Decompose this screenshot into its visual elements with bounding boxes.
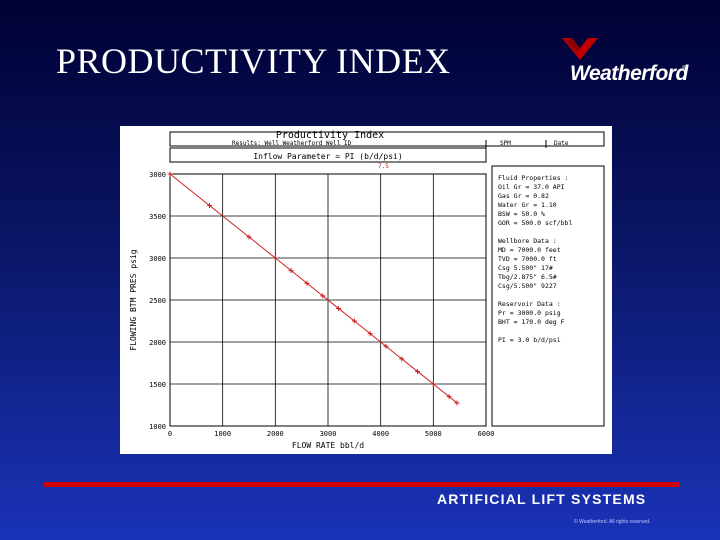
- info-line: Oil Gr = 37.0 API: [498, 183, 565, 191]
- info-line: PI = 3.0 b/d/psi: [498, 336, 561, 344]
- y-axis-label: FLOWING BTM PRES psig: [129, 249, 138, 350]
- info-line: Pr = 3000.0 psig: [498, 309, 561, 317]
- x-tick-label: 3000: [320, 430, 337, 438]
- data-point: [367, 331, 373, 337]
- y-tick-label: 1500: [149, 381, 166, 389]
- x-tick-label: 1000: [214, 430, 231, 438]
- y-tick-label: 1000: [149, 423, 166, 431]
- header-right: Date: [554, 140, 569, 147]
- x-tick-label: 2000: [267, 430, 284, 438]
- info-line: TVD = 7000.0 ft: [498, 255, 557, 263]
- data-point: [430, 381, 436, 387]
- series-label: 7.5: [378, 163, 389, 170]
- x-tick-labels: 0 1000 2000 3000 4000 5000 6000: [168, 430, 495, 438]
- y-tick-label: 2500: [149, 297, 166, 305]
- info-line: Tbg/2.875" 6.5#: [498, 273, 557, 281]
- info-heading: Wellbore Data :: [498, 237, 557, 245]
- series-line: [169, 173, 458, 404]
- data-point: [246, 234, 252, 240]
- x-tick-label: 0: [168, 430, 172, 438]
- data-point: [207, 203, 212, 208]
- footer-brand: ARTIFICIAL LIFT SYSTEMS: [437, 491, 647, 507]
- series-line-group: [167, 171, 460, 406]
- x-tick-label: 4000: [372, 430, 389, 438]
- logo-mark-icon: [562, 38, 598, 60]
- info-line: MD = 7000.0 feet: [498, 246, 561, 254]
- data-point: [336, 305, 342, 311]
- data-point: [415, 368, 421, 374]
- data-point: [351, 318, 357, 324]
- data-point: [320, 293, 326, 299]
- chart-title: Productivity Index: [276, 130, 384, 141]
- x-tick-label: 5000: [425, 430, 442, 438]
- data-point: [446, 394, 452, 400]
- slide-title: PRODUCTIVITY INDEX: [56, 41, 451, 81]
- info-line: BHT = 170.0 deg F: [498, 318, 565, 326]
- data-point: [272, 255, 278, 261]
- header-mid: SPM: [500, 140, 511, 147]
- x-axis-label: FLOW RATE bbl/d: [292, 441, 364, 450]
- info-heading: Fluid Properties :: [498, 174, 568, 182]
- info-line: Gas Gr = 0.82: [498, 192, 549, 200]
- info-heading: Reservoir Data :: [498, 300, 561, 308]
- x-tick-label: 6000: [478, 430, 495, 438]
- footer-divider: [44, 482, 680, 487]
- data-point: [399, 356, 405, 362]
- footer-copyright: © Weatherford. All rights reserved.: [574, 519, 651, 525]
- plot-frame: [169, 173, 487, 427]
- header-left: Results: Well Weatherford Well ID: [232, 140, 352, 147]
- productivity-index-chart: Productivity Index Results: Well Weather…: [129, 130, 605, 450]
- data-point: [167, 171, 173, 177]
- info-line: Water Gr = 1.10: [498, 201, 557, 209]
- info-line: GOR = 500.0 scf/bbl: [498, 219, 572, 227]
- y-tick-label: 3500: [149, 213, 166, 221]
- data-point: [383, 343, 389, 349]
- data-point: [454, 400, 460, 406]
- data-point: [288, 268, 294, 274]
- info-line: Csg/5.500" 9227: [498, 282, 557, 290]
- weatherford-logo: Weatherford ®: [560, 36, 690, 96]
- y-tick-labels: 1000 1500 2000 2500 3000 3500 3000: [149, 171, 166, 431]
- info-line: BSW = 50.0 %: [498, 210, 545, 218]
- info-panel: [491, 165, 605, 427]
- info-line: Csg 5.500" 17#: [498, 264, 553, 272]
- data-point: [304, 280, 310, 286]
- y-tick-label: 3000: [149, 255, 166, 263]
- title-box: [169, 131, 605, 147]
- y-tick-label: 3000: [149, 171, 166, 179]
- logo-registered: ®: [682, 66, 687, 72]
- logo-text: Weatherford: [570, 62, 688, 85]
- chart-subtitle: Inflow Parameter = PI (b/d/psi): [253, 152, 402, 161]
- chart-panel: Productivity Index Results: Well Weather…: [120, 126, 612, 454]
- y-tick-label: 2000: [149, 339, 166, 347]
